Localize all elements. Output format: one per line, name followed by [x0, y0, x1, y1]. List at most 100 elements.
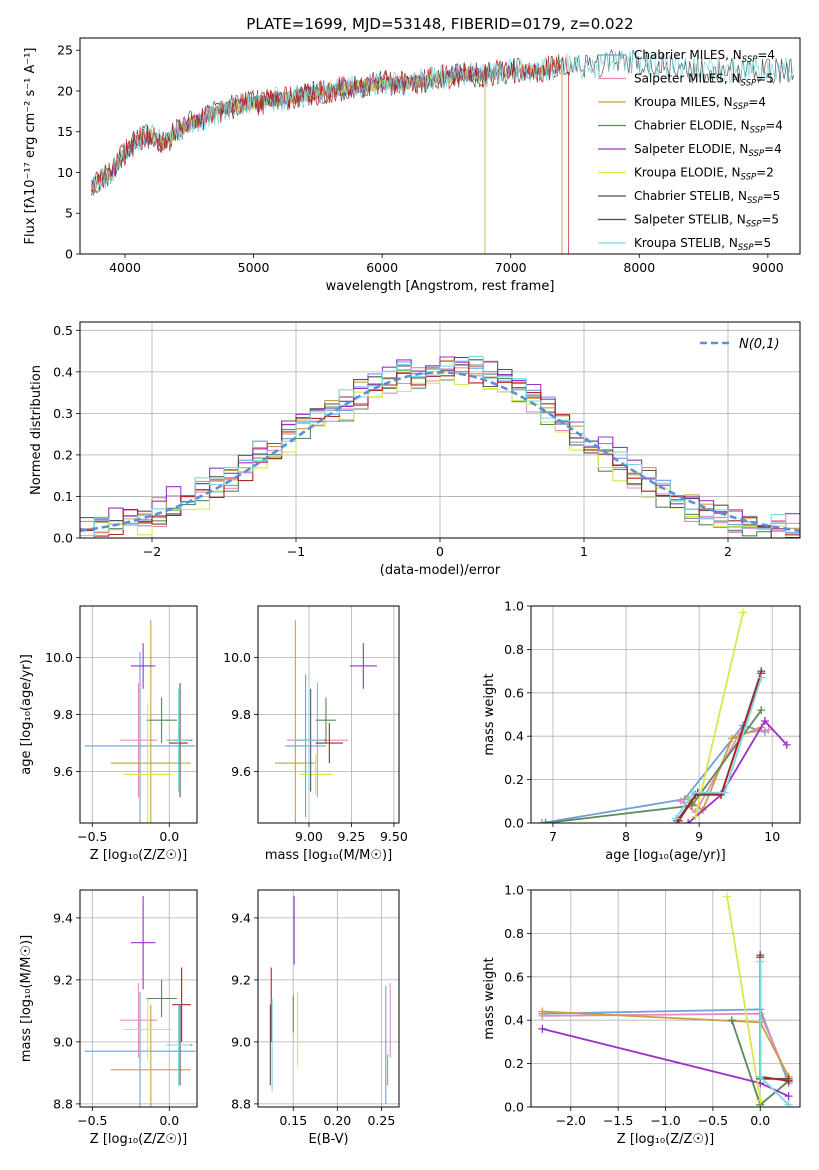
y-axis-label: Normed distribution [29, 365, 44, 495]
legend-label-main: Kroupa ELODIE, N [634, 166, 741, 180]
plot-area [84, 896, 196, 1107]
y-tick-label: 0.0 [504, 1100, 524, 1115]
panel-spectrum: 4000 5000 6000 7000 8000 9000 0 5 10 15 20 25 wavele… [23, 37, 801, 294]
y-tick-label: 1.0 [504, 599, 524, 614]
legend-label: Salpeter STELIB, NSSP=5 [634, 213, 779, 230]
x-tick-label: 8 [622, 829, 630, 844]
y-tick-label: 0.0 [53, 531, 73, 546]
x-tick-label: −1.5 [603, 1113, 633, 1128]
y-tick-label: 1.0 [504, 883, 524, 898]
x-tick-label: 9 [695, 829, 703, 844]
y-tick-label: 9.4 [231, 910, 251, 925]
plot-area [91, 48, 794, 254]
x-tick-label: −0.5 [698, 1113, 728, 1128]
plot-area [538, 892, 793, 1107]
legend-label-sub: SSP [733, 102, 749, 112]
y-axis-label: Flux [fλ10⁻¹⁷ erg cm⁻² s⁻¹ A⁻¹] [23, 48, 38, 245]
panel-age_vs_Z: −0.5 0.0 9.6 9.8 10.0 Z [log₁₀(Z/Z☉)] age [log… [19, 605, 198, 863]
gaussian-curve [80, 371, 800, 532]
x-tick-label: 0.0 [159, 829, 179, 844]
weight-marker [756, 1072, 765, 1081]
panel-weight_vs_age: 7 8 9 10 0.0 0.2 0.4 0.6 0.8 1.0 age [log₁₀(age/yr… [482, 599, 801, 863]
y-tick-label: 9.6 [53, 764, 73, 779]
plot-area [537, 608, 791, 823]
panel-residuals: −2 −1 0 1 2 0.0 0.1 0.2 0.3 0.4 0.5 (data-model)/er… [29, 321, 801, 578]
y-tick-label: 9.8 [53, 707, 73, 722]
y-tick-label: 0.2 [53, 447, 73, 462]
x-tick-label: 6000 [366, 260, 398, 275]
weight-line-salpeter-elodie [687, 719, 788, 823]
panel-age_vs_mass: 9.00 9.25 9.50 9.6 9.8 10.0 mass [log₁₀(M/M☉)] [223, 605, 408, 863]
legend-label: Kroupa STELIB, NSSP=5 [634, 236, 771, 253]
spectrum-line-kroupa-stelib [91, 49, 794, 197]
x-axis-label: Z [log₁₀(Z/Z☉)] [90, 1132, 187, 1147]
weight-line-chabrier-miles [541, 724, 766, 823]
x-tick-label: −0.5 [77, 829, 107, 844]
weight-line-chabrier-elodie [545, 709, 763, 823]
x-tick-label: 9.50 [380, 829, 408, 844]
legend-label-eq: =2 [756, 166, 774, 180]
plot-frame [257, 889, 400, 1108]
y-tick-label: 0.2 [504, 1056, 524, 1071]
legend-label-main: Salpeter ELODIE, N [634, 142, 748, 156]
x-tick-label: 7000 [495, 260, 527, 275]
x-axis-label: Z [log₁₀(Z/Z☉)] [90, 848, 187, 863]
y-tick-label: 9.2 [231, 972, 251, 987]
weight-marker [756, 1096, 765, 1105]
plot-frame [257, 605, 400, 824]
y-tick-label: 9.2 [53, 972, 73, 987]
y-axis-label: mass [log₁₀(M/M☉)] [19, 935, 34, 1062]
legend-label-sub: SSP [742, 55, 758, 65]
x-tick-label: 1 [580, 544, 588, 559]
y-tick-label: 0.0 [504, 816, 524, 831]
panel-mass_vs_Z: −0.5 0.0 8.8 9.0 9.2 9.4 Z [log₁₀(Z/Z☉)] mass [… [19, 889, 198, 1147]
y-tick-label: 0.2 [504, 772, 524, 787]
x-tick-label: 0.20 [323, 1113, 351, 1128]
y-axis-label: age [log₁₀(age/yr)] [19, 654, 34, 775]
legend-label-eq: =4 [765, 119, 783, 133]
x-axis-label: wavelength [Angstrom, rest frame] [326, 279, 555, 294]
plot-area [84, 620, 196, 823]
x-tick-label: 7 [549, 829, 557, 844]
x-axis-label: (data-model)/error [380, 563, 501, 578]
weight-marker [689, 788, 698, 797]
x-axis-label: E(B-V) [308, 1132, 348, 1147]
weight-marker [757, 706, 766, 715]
weight-line-kroupa-miles [687, 726, 762, 812]
weight-marker [671, 814, 680, 823]
legend-label-sub: SSP [747, 196, 763, 206]
weight-line-kroupa-elodie [726, 896, 762, 1101]
plot-frame [530, 605, 801, 824]
y-tick-label: 10.0 [223, 650, 251, 665]
y-tick-label: 0.5 [53, 323, 73, 338]
x-tick-label: −1.0 [650, 1113, 680, 1128]
legend-label: Chabrier ELODIE, NSSP=4 [634, 119, 783, 136]
legend-label-sub: SSP [741, 79, 757, 89]
y-tick-label: 5 [65, 206, 73, 221]
x-axis-label: age [log₁₀(age/yr)] [605, 848, 726, 863]
legend-label: Kroupa ELODIE, NSSP=2 [634, 166, 774, 183]
y-tick-label: 10.0 [45, 650, 73, 665]
y-tick-label: 9.8 [231, 707, 251, 722]
legend-label-eq: =5 [756, 72, 774, 86]
legend-label-sub: SSP [750, 126, 766, 136]
hist-step-salpeter-elodie [80, 356, 800, 532]
y-tick-label: 0.1 [53, 489, 73, 504]
plot-frame [530, 889, 801, 1108]
plot-frame [79, 37, 801, 255]
weight-line-salpeter-stelib [677, 673, 763, 822]
weight-marker [764, 725, 773, 734]
y-tick-label: 0.8 [504, 926, 524, 941]
weight-marker [541, 819, 550, 823]
y-tick-label: 10 [57, 165, 73, 180]
legend-label-eq: =4 [757, 48, 775, 62]
weight-marker [728, 734, 737, 743]
legend-label-main: Kroupa STELIB, N [634, 236, 738, 250]
legend-label-eq: =5 [761, 213, 779, 227]
y-tick-label: 8.8 [231, 1096, 251, 1111]
y-tick-label: 0.4 [504, 1013, 524, 1028]
x-tick-label: 0.0 [159, 1113, 179, 1128]
x-tick-label: −2.0 [556, 1113, 586, 1128]
legend-label-eq: =5 [754, 236, 772, 250]
